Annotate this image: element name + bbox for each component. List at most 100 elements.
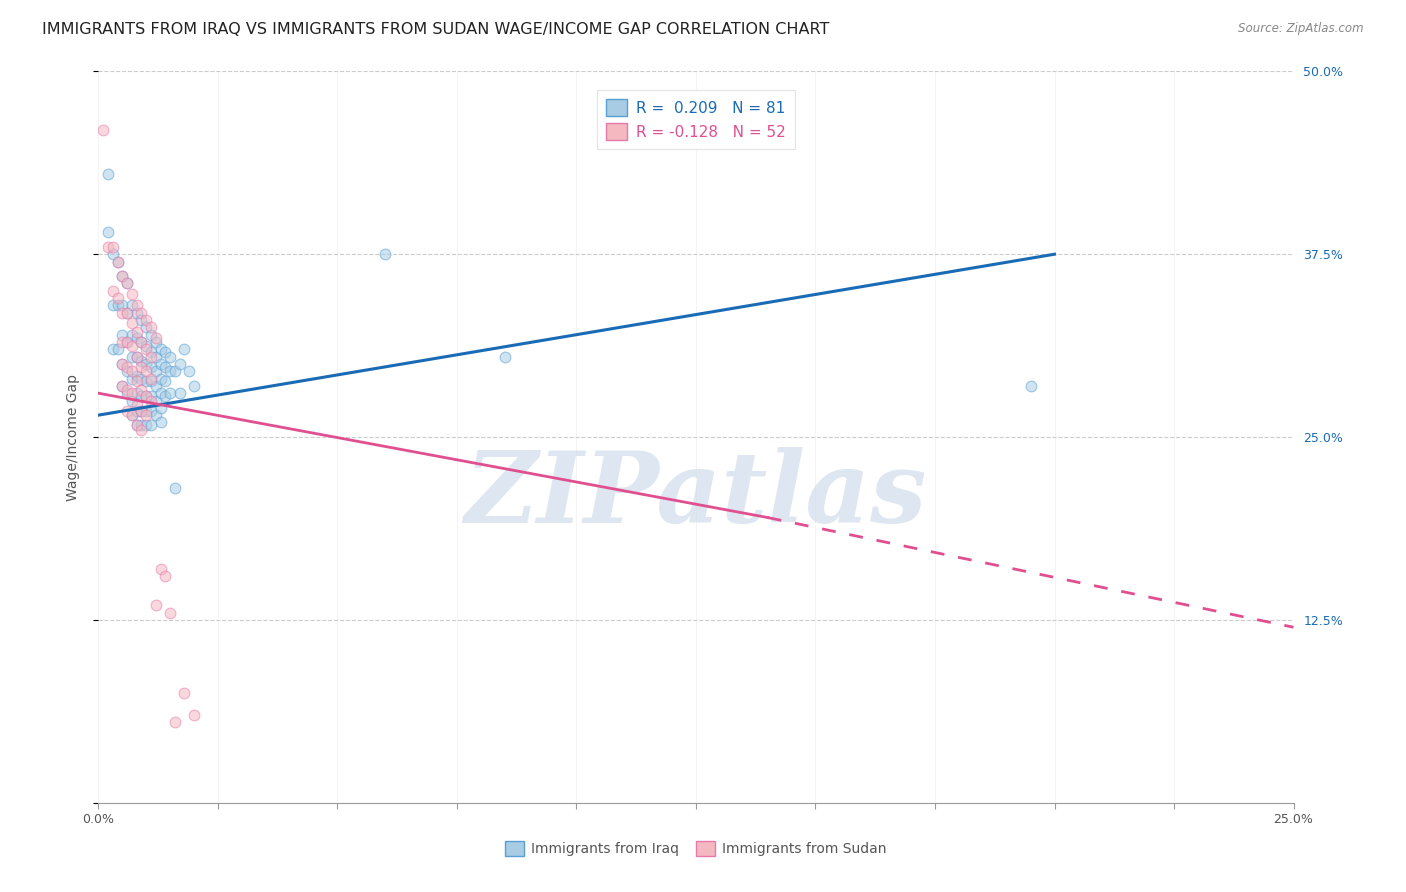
Point (111, 334, 134, 349)
Point (135, 339, 157, 353)
Point (139, 389, 162, 403)
Point (149, 386, 172, 401)
Point (107, 343, 129, 357)
Point (135, 375, 157, 389)
Point (111, 306, 134, 320)
Point (115, 334, 138, 349)
Point (139, 418, 162, 433)
Point (115, 277, 138, 291)
Point (107, 298, 129, 312)
Point (125, 375, 148, 389)
Point (97, 225, 120, 239)
Text: ZIPatlas: ZIPatlas (465, 448, 927, 544)
Point (115, 306, 138, 320)
Point (101, 298, 124, 312)
Point (107, 291, 129, 305)
Point (125, 298, 148, 312)
Point (145, 364, 167, 378)
Point (111, 379, 134, 393)
Point (494, 350, 516, 364)
Point (149, 371, 172, 385)
Point (155, 375, 177, 389)
Point (163, 364, 186, 378)
Point (131, 384, 153, 398)
Point (115, 334, 138, 349)
Point (135, 408, 157, 422)
Point (97, 240, 120, 254)
Point (121, 339, 143, 353)
Point (131, 354, 153, 368)
Point (169, 386, 191, 401)
Point (135, 389, 157, 403)
Point (183, 379, 205, 393)
Point (159, 386, 181, 401)
Text: IMMIGRANTS FROM IRAQ VS IMMIGRANTS FROM SUDAN WAGE/INCOME GAP CORRELATION CHART: IMMIGRANTS FROM IRAQ VS IMMIGRANTS FROM … (42, 22, 830, 37)
Point (135, 320, 157, 334)
Point (155, 359, 177, 374)
Point (139, 345, 162, 359)
Point (125, 306, 148, 320)
Point (374, 247, 396, 261)
Point (121, 408, 143, 422)
Point (121, 298, 143, 312)
Point (131, 389, 153, 403)
Point (125, 325, 148, 339)
Point (163, 481, 186, 495)
Point (145, 350, 167, 364)
Point (125, 418, 148, 433)
Point (149, 562, 172, 576)
Point (135, 389, 157, 403)
Point (155, 389, 177, 403)
Point (121, 316, 143, 330)
Point (121, 408, 143, 422)
Point (115, 277, 138, 291)
Point (155, 569, 177, 583)
Point (139, 371, 162, 385)
Point (111, 298, 134, 312)
Point (131, 334, 153, 349)
Point (135, 403, 157, 417)
Y-axis label: Wage/Income Gap: Wage/Income Gap (66, 374, 80, 500)
Point (145, 393, 167, 408)
Point (101, 240, 124, 254)
Point (135, 364, 157, 378)
Point (1019, 379, 1042, 393)
Point (131, 313, 153, 327)
Point (131, 403, 153, 417)
Point (145, 334, 167, 349)
Point (135, 418, 157, 433)
Point (173, 343, 195, 357)
Point (131, 418, 153, 433)
Point (115, 384, 138, 398)
Point (159, 364, 181, 378)
Point (125, 418, 148, 433)
Point (139, 375, 162, 389)
Point (125, 350, 148, 364)
Point (121, 393, 143, 408)
Point (139, 393, 162, 408)
Point (131, 371, 153, 385)
Point (149, 343, 172, 357)
Point (115, 403, 138, 417)
Point (139, 327, 162, 342)
Point (135, 313, 157, 327)
Point (131, 306, 153, 320)
Point (131, 423, 153, 437)
Point (121, 350, 143, 364)
Point (111, 357, 134, 371)
Point (139, 403, 162, 417)
Point (183, 708, 205, 723)
Point (111, 379, 134, 393)
Point (107, 254, 129, 268)
Point (173, 686, 195, 700)
Point (121, 386, 143, 401)
Point (107, 254, 129, 268)
Point (139, 320, 162, 334)
Point (159, 606, 181, 620)
Point (101, 284, 124, 298)
Point (149, 416, 172, 430)
Point (121, 371, 143, 385)
Point (149, 357, 172, 371)
Point (121, 327, 143, 342)
Point (115, 386, 138, 401)
